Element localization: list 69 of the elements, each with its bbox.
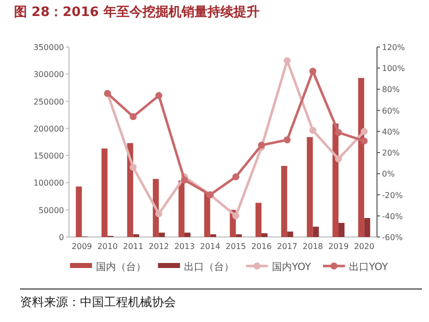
y-tick-label: 150000 — [33, 152, 64, 161]
point — [232, 173, 240, 180]
x-tick-label: 2010 — [97, 242, 118, 251]
point — [155, 92, 162, 100]
x-tick-label: 2017 — [276, 242, 298, 251]
bar — [210, 234, 216, 237]
point — [284, 57, 291, 64]
point — [284, 136, 291, 144]
bar — [236, 234, 242, 237]
bar — [184, 232, 190, 237]
bar — [76, 186, 82, 237]
point — [335, 155, 342, 162]
y2-tick-label: -40% — [382, 212, 404, 221]
bar — [256, 202, 262, 237]
x-tick-label: 2020 — [354, 242, 374, 251]
bar — [306, 137, 313, 237]
y2-tick-label: 80% — [382, 85, 400, 94]
bar — [178, 180, 184, 237]
legend-label: 出口YOY — [349, 261, 389, 273]
y-tick-label: 0 — [58, 233, 64, 242]
y-tick-label: 250000 — [33, 97, 64, 106]
x-tick-label: 2018 — [302, 242, 324, 251]
y-tick-label: 350000 — [33, 43, 64, 52]
point — [232, 212, 240, 220]
y-tick-label: 300000 — [33, 70, 64, 80]
y2-tick-label: -20% — [382, 190, 404, 200]
y2-tick-label: 0% — [382, 170, 396, 179]
point — [181, 176, 188, 184]
y2-tick-label: -60% — [382, 233, 404, 242]
point — [309, 68, 316, 75]
bar — [262, 233, 268, 237]
bar — [312, 226, 319, 237]
x-tick-label: 2011 — [122, 242, 144, 251]
legend-label: 国内（台） — [96, 261, 146, 273]
y2-tick-label: 100% — [382, 64, 406, 74]
y2-tick-label: 40% — [382, 127, 400, 136]
bar — [158, 232, 165, 237]
point — [130, 164, 137, 171]
bar — [364, 218, 370, 237]
x-tick-label: 2014 — [200, 242, 220, 251]
y2-tick-label: 60% — [382, 106, 400, 116]
x-tick-label: 2019 — [328, 242, 349, 251]
x-tick-label: 2012 — [148, 242, 170, 251]
legend-label: 出口（台） — [184, 261, 234, 273]
x-tick-label: 2015 — [226, 242, 246, 251]
x-tick-label: 2013 — [174, 242, 195, 251]
bar — [133, 234, 140, 237]
y-tick-label: 200000 — [33, 124, 64, 134]
y-tick-label: 100000 — [33, 178, 64, 188]
bar — [358, 78, 364, 237]
y2-tick-label: 20% — [382, 148, 400, 158]
legend-label: 国内YOY — [272, 261, 312, 273]
bar — [204, 192, 210, 237]
y2-tick-label: 120% — [382, 43, 406, 52]
x-tick-label: 2016 — [251, 242, 272, 251]
y-tick-label: 50000 — [38, 206, 64, 215]
bar — [338, 222, 344, 237]
point — [130, 113, 137, 120]
bar — [281, 166, 288, 237]
point — [360, 128, 368, 135]
chart-title: 图 28：2016 年至今挖掘机销量持续提升 — [14, 4, 260, 20]
x-tick-label: 2009 — [72, 242, 92, 251]
point — [335, 129, 342, 136]
point — [360, 137, 368, 144]
bar — [102, 148, 108, 237]
point — [309, 126, 316, 134]
text: 资料来源：中国工程机械协会 — [20, 295, 176, 309]
point — [155, 210, 162, 218]
bar — [287, 232, 294, 237]
